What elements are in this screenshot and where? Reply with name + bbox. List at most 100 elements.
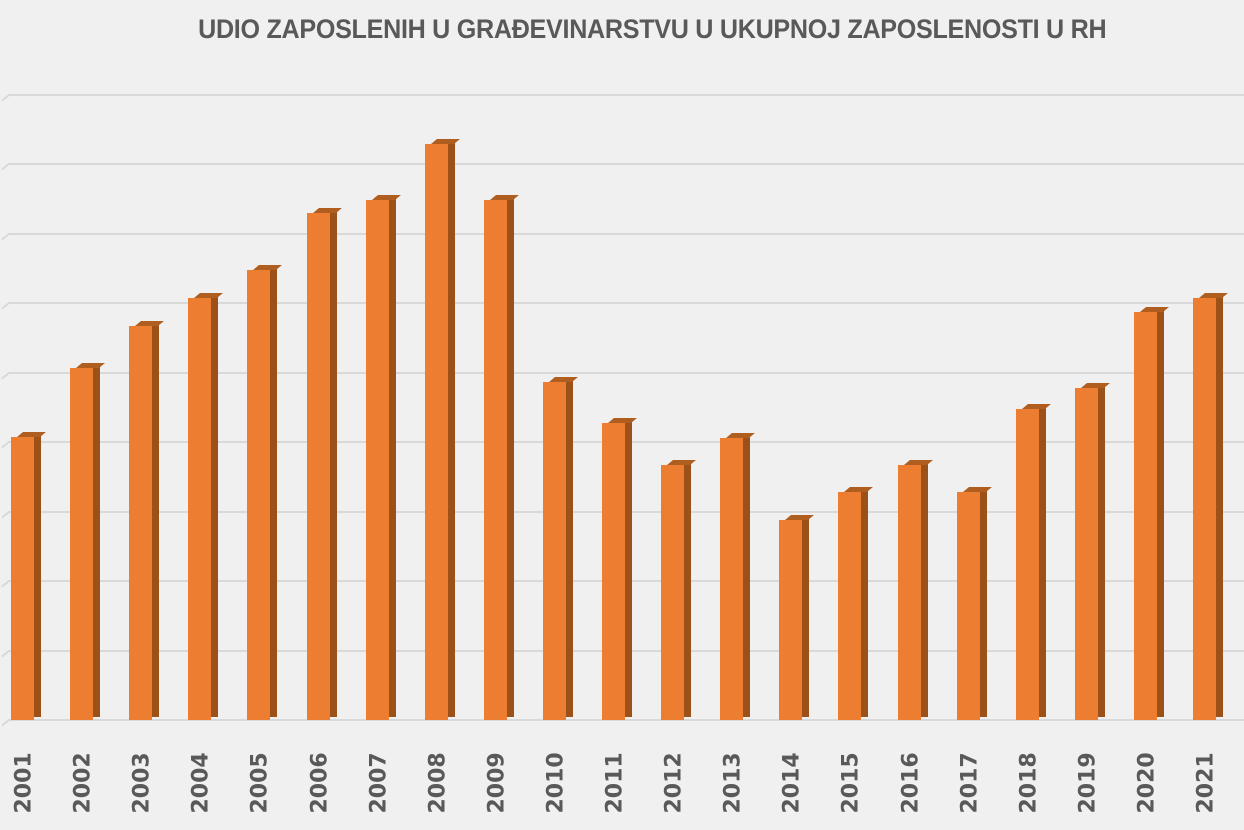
- x-axis-label-text: 2014: [779, 752, 805, 814]
- bar-2010: [542, 377, 578, 720]
- gridline: [8, 232, 1244, 235]
- x-axis-label: 2019: [1058, 736, 1118, 826]
- bar-front-face: [720, 437, 744, 720]
- x-axis-label-text: 2017: [957, 752, 983, 814]
- bar-side-face: [152, 320, 160, 717]
- x-axis-label: 2009: [467, 736, 527, 826]
- bar-top-face: [430, 138, 460, 144]
- x-axis-label-text: 2001: [11, 752, 37, 814]
- bar-top-face: [903, 459, 933, 465]
- x-axis-label: 2013: [703, 736, 763, 826]
- bar-side-face: [684, 459, 692, 717]
- x-axis-label-text: 2007: [366, 752, 392, 814]
- bar-top-face: [1021, 404, 1051, 410]
- gridline: [8, 302, 1244, 304]
- bar-side-face: [1038, 404, 1046, 717]
- x-axis-label: 2015: [821, 736, 881, 826]
- x-axis-label-text: 2004: [188, 752, 214, 814]
- bar-front-face: [188, 298, 212, 720]
- bar-front-face: [838, 492, 862, 720]
- x-axis-label-text: 2015: [838, 752, 864, 814]
- bar-top-face: [17, 432, 46, 438]
- gridline: [8, 719, 1244, 721]
- bar-front-face: [1015, 409, 1039, 720]
- bar-top-face: [194, 293, 224, 299]
- x-axis-label: 2008: [408, 736, 468, 826]
- bar-2003: [129, 320, 165, 720]
- x-axis-label-text: 2010: [543, 752, 569, 814]
- x-axis-label-text: 2006: [307, 752, 332, 814]
- bar-side-face: [34, 432, 41, 717]
- x-axis-label: 2018: [999, 736, 1059, 826]
- bar-2005: [247, 265, 283, 720]
- bar-front-face: [247, 270, 271, 720]
- bar-top-face: [76, 363, 106, 369]
- bar-top-face: [1199, 293, 1228, 299]
- bar-2013: [720, 432, 756, 720]
- x-axis-label-text: 2013: [720, 752, 746, 814]
- bar-side-face: [447, 138, 455, 717]
- bar-side-face: [979, 487, 987, 717]
- bar-2020: [1133, 307, 1169, 720]
- bar-side-face: [1216, 293, 1223, 717]
- bar-top-face: [785, 514, 815, 520]
- bar-top-face: [548, 377, 578, 383]
- x-axis-label: 2017: [940, 736, 1000, 826]
- x-axis-label: 2002: [53, 736, 113, 826]
- bar-2001: [11, 432, 46, 720]
- bar-top-face: [608, 418, 637, 424]
- x-axis-label-text: 2020: [1134, 752, 1160, 814]
- bar-2004: [188, 293, 224, 720]
- x-axis-label: 2011: [585, 736, 645, 826]
- bar-front-face: [129, 325, 153, 720]
- x-axis-label-text: 2008: [425, 752, 451, 814]
- gridline: [8, 163, 1244, 165]
- bar-side-face: [802, 514, 810, 717]
- x-axis-label: 2007: [349, 736, 409, 826]
- x-axis-label: 2006: [290, 736, 350, 826]
- bar-side-face: [93, 363, 101, 717]
- bar-front-face: [897, 464, 921, 720]
- bar-side-face: [211, 293, 219, 717]
- bar-2016: [897, 459, 933, 720]
- bar-2017: [956, 487, 992, 720]
- x-axis-label: 2003: [112, 736, 172, 826]
- bar-top-face: [667, 459, 697, 465]
- x-axis-label: 2012: [644, 736, 704, 826]
- x-axis-label: 2005: [230, 736, 290, 826]
- x-axis-label-text: 2011: [602, 752, 628, 814]
- bar-2009: [483, 195, 519, 720]
- bar-front-face: [365, 200, 389, 720]
- bar-front-face: [1074, 387, 1098, 720]
- bar-2014: [779, 514, 815, 720]
- bar-side-face: [329, 208, 337, 717]
- bar-2019: [1074, 382, 1110, 720]
- bar-front-face: [11, 437, 34, 720]
- bar-front-face: [956, 492, 980, 720]
- bar-2011: [602, 418, 637, 720]
- bar-side-face: [388, 195, 396, 717]
- bar-2015: [838, 487, 874, 720]
- bar-side-face: [861, 487, 869, 717]
- bar-top-face: [312, 208, 342, 214]
- bar-top-face: [253, 265, 283, 271]
- bar-front-face: [70, 368, 94, 720]
- bar-top-face: [135, 320, 165, 326]
- bar-front-face: [602, 423, 625, 720]
- x-axis-label: 2020: [1117, 736, 1177, 826]
- bar-top-face: [962, 487, 992, 493]
- bar-2007: [365, 195, 401, 720]
- bar-front-face: [661, 464, 685, 720]
- x-axis-label-text: 2018: [1016, 752, 1042, 814]
- x-axis-label: 2014: [762, 736, 822, 826]
- bar-2006: [306, 208, 342, 720]
- bar-top-face: [726, 432, 756, 438]
- x-axis-label-text: 2003: [129, 752, 155, 814]
- bar-side-face: [270, 265, 278, 717]
- bar-top-face: [371, 195, 401, 201]
- x-axis-label-text: 2012: [661, 752, 687, 814]
- bar-side-face: [625, 418, 632, 717]
- x-axis-label-text: 2019: [1075, 752, 1101, 814]
- bar-2021: [1193, 293, 1228, 720]
